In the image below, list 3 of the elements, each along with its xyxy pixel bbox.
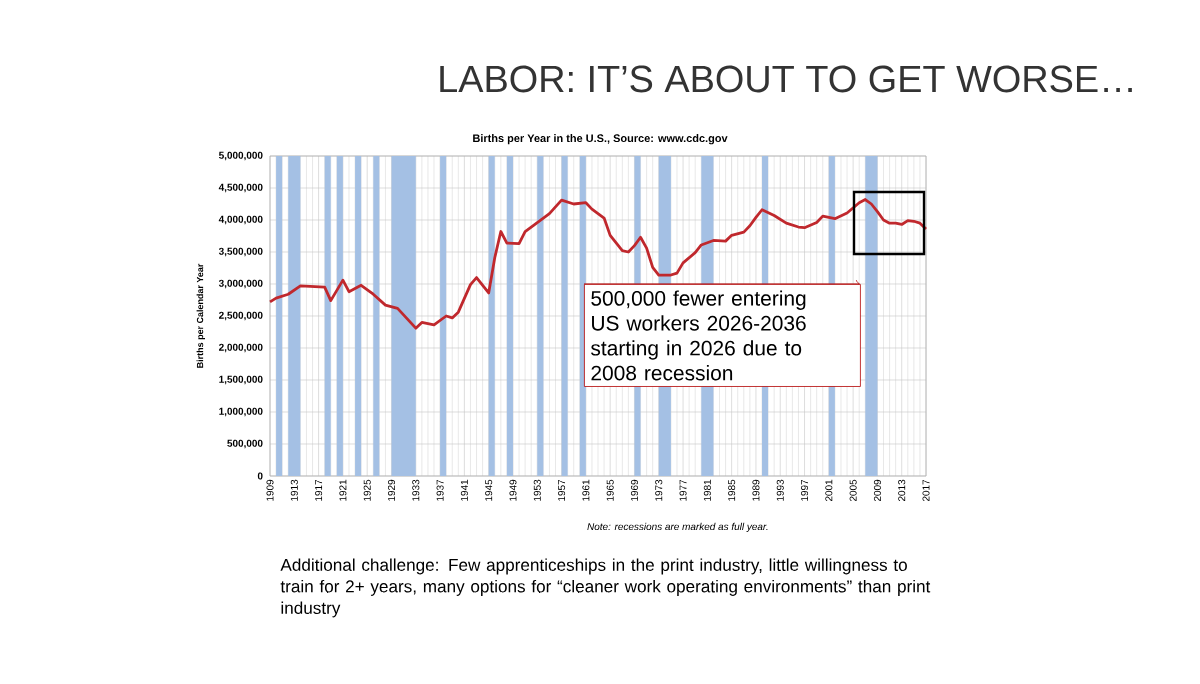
text: Additional challenge: Few apprenticeships in the print industry, little willingness to train for 2+ years, many options for “cleaner work operating environments” than print industry xyxy=(280,558,931,618)
annotation: 500,000 fewer entering US workers 2026-2036 starting in 2026 due to 2008 recession xyxy=(591,290,806,381)
chart-title: LABOR: IT’S ABOUT TO GET WORSE… xyxy=(440,65,1132,93)
